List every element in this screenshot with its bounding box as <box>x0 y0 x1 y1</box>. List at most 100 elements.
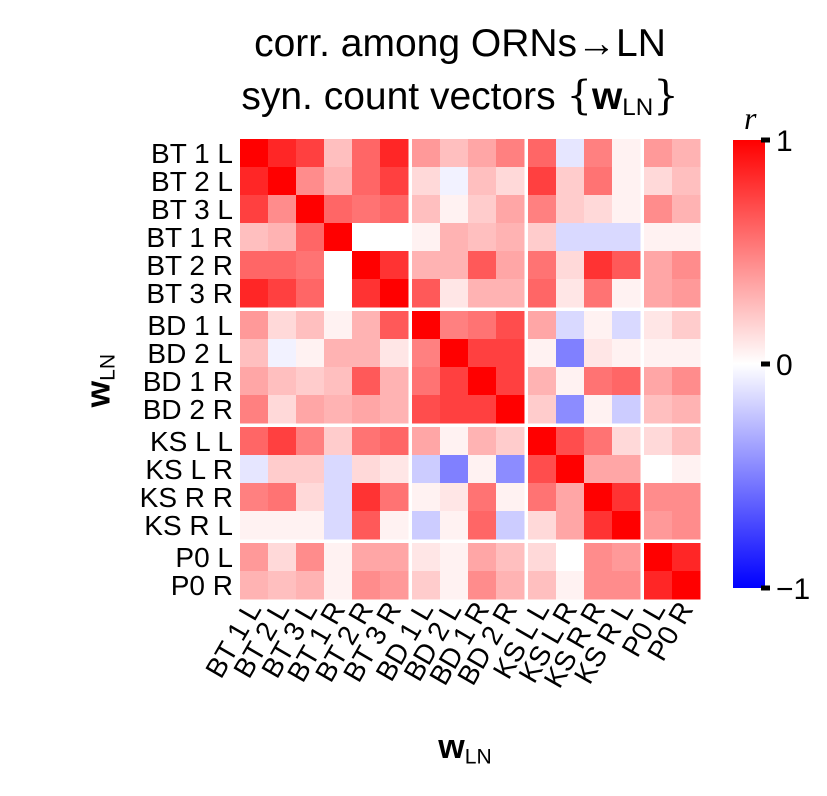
heatmap-cell <box>324 483 353 512</box>
heatmap-cell <box>240 543 269 572</box>
heatmap-cell <box>556 167 585 196</box>
y-tick-label: KS R L <box>144 510 233 541</box>
heatmap-cell <box>556 455 585 484</box>
heatmap-cell <box>352 427 381 456</box>
heatmap-cell <box>440 311 469 340</box>
heatmap-cell <box>556 195 585 224</box>
heatmap-cell <box>496 367 525 396</box>
heatmap-cell <box>296 543 325 572</box>
heatmap-cell <box>296 195 325 224</box>
heatmap-cell <box>612 571 641 600</box>
heatmap-cell <box>496 311 525 340</box>
heatmap-cell <box>380 167 409 196</box>
heatmap-cell <box>468 543 497 572</box>
heatmap-cell <box>268 511 297 540</box>
heatmap-cell <box>440 367 469 396</box>
heatmap-cell <box>672 367 701 396</box>
heatmap-cell <box>672 511 701 540</box>
heatmap-cell <box>556 511 585 540</box>
heatmap-cell <box>240 279 269 308</box>
heatmap-cell <box>296 483 325 512</box>
heatmap-cell <box>240 195 269 224</box>
heatmap-cell <box>412 483 441 512</box>
heatmap-cell <box>556 367 585 396</box>
heatmap-cell <box>268 279 297 308</box>
colorbar-title: r <box>744 100 757 136</box>
heatmap-cell <box>412 455 441 484</box>
heatmap-cell <box>584 483 613 512</box>
heatmap-cell <box>528 543 557 572</box>
heatmap-cell <box>324 511 353 540</box>
heatmap-cell <box>528 571 557 600</box>
heatmap-cell <box>528 427 557 456</box>
heatmap-cell <box>440 483 469 512</box>
heatmap-cell <box>644 251 673 280</box>
heatmap-cell <box>296 427 325 456</box>
heatmap-cell <box>296 571 325 600</box>
heatmap-cell <box>380 571 409 600</box>
heatmap-cell <box>528 511 557 540</box>
heatmap-cell <box>612 195 641 224</box>
heatmap-cell <box>380 339 409 368</box>
heatmap-cell <box>296 279 325 308</box>
heatmap-cell <box>584 511 613 540</box>
heatmap-cell <box>644 311 673 340</box>
heatmap-cell <box>556 395 585 424</box>
heatmap-cell <box>352 455 381 484</box>
heatmap-cell <box>352 167 381 196</box>
heatmap-cell <box>240 571 269 600</box>
heatmap-cell <box>644 483 673 512</box>
heatmap-cell <box>612 339 641 368</box>
heatmap-cell <box>496 511 525 540</box>
heatmap-cell <box>584 139 613 168</box>
heatmap-cell <box>556 251 585 280</box>
heatmap-cell <box>528 167 557 196</box>
heatmap-cell <box>612 511 641 540</box>
heatmap-cell <box>584 571 613 600</box>
heatmap-cell <box>612 543 641 572</box>
heatmap-cell <box>468 139 497 168</box>
heatmap-cell <box>412 195 441 224</box>
heatmap-cell <box>612 251 641 280</box>
heatmap-cell <box>468 195 497 224</box>
heatmap-cell <box>296 251 325 280</box>
colorbar: 1 0 −1 <box>733 125 810 606</box>
heatmap-cell <box>644 511 673 540</box>
heatmap-cell <box>352 223 381 252</box>
heatmap-cell <box>324 195 353 224</box>
heatmap-cell <box>672 395 701 424</box>
heatmap-cell <box>468 279 497 308</box>
heatmap-cell <box>496 483 525 512</box>
heatmap-cell <box>412 367 441 396</box>
colorbar-tick-label: 0 <box>776 349 793 382</box>
heatmap-cell <box>268 571 297 600</box>
heatmap-cell <box>440 455 469 484</box>
heatmap-cell <box>612 223 641 252</box>
heatmap-cells <box>240 139 701 600</box>
heatmap-cell <box>644 339 673 368</box>
heatmap-cell <box>296 223 325 252</box>
heatmap-cell <box>612 455 641 484</box>
heatmap-cell <box>584 251 613 280</box>
x-axis-label: wLN <box>438 728 492 769</box>
heatmap-cell <box>380 395 409 424</box>
heatmap-cell <box>612 367 641 396</box>
heatmap-cell <box>528 483 557 512</box>
heatmap-cell <box>672 311 701 340</box>
heatmap-cell <box>324 251 353 280</box>
heatmap-cell <box>672 195 701 224</box>
heatmap-cell <box>468 223 497 252</box>
heatmap-cell <box>296 311 325 340</box>
heatmap-cell <box>496 251 525 280</box>
heatmap-cell <box>240 367 269 396</box>
y-tick-label: BD 1 R <box>143 366 233 397</box>
heatmap-cell <box>528 339 557 368</box>
y-tick-label: BD 2 L <box>147 338 233 369</box>
heatmap-cell <box>380 483 409 512</box>
heatmap-cell <box>644 427 673 456</box>
heatmap-cell <box>240 339 269 368</box>
heatmap-cell <box>672 483 701 512</box>
heatmap-cell <box>380 251 409 280</box>
heatmap-cell <box>584 543 613 572</box>
colorbar-tick-label: 1 <box>776 125 793 158</box>
